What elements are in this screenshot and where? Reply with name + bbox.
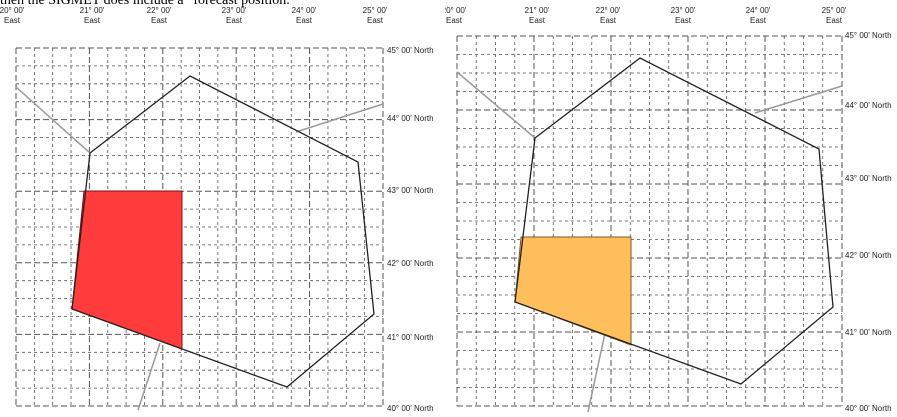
fir-border-line: [456, 71, 536, 139]
longitude-label-degree: 23° 00': [671, 6, 696, 15]
latitude-label: 43° 00' North: [845, 174, 892, 183]
longitude-label-direction: East: [750, 16, 767, 25]
sigmet-area-observed: [71, 190, 183, 350]
fir-boundary: [514, 57, 834, 385]
longitude-label-degree: 25° 00': [822, 6, 847, 15]
longitude-label-direction: East: [529, 16, 546, 25]
latitude-label: 44° 00' North: [845, 101, 892, 110]
longitude-label-degree: 22° 00': [147, 6, 172, 15]
longitude-label-degree: 24° 00': [292, 6, 317, 15]
latitude-label: 42° 00' North: [387, 259, 434, 268]
latitude-label: 45° 00' North: [845, 31, 892, 40]
latitude-label: 41° 00' North: [387, 333, 434, 342]
longitude-label-degree: 20° 00': [445, 6, 467, 15]
caption-text: then the SIGMET does include a “forecast…: [0, 0, 296, 8]
latitude-label: 40° 00' North: [845, 404, 892, 412]
fir-border-line: [295, 103, 384, 133]
sigmet-area-forecast: [514, 236, 632, 346]
fir-border-line: [587, 332, 606, 413]
fir-border-line: [15, 86, 91, 154]
graticule: [456, 35, 843, 407]
latitude-label: 43° 00' North: [387, 186, 434, 195]
longitude-label-direction: East: [226, 16, 243, 25]
map-panel-current: 20° 00' East 21° 00' East 22° 00' East 23° 00'…: [0, 0, 440, 413]
longitude-label-degree: 24° 00': [746, 6, 771, 15]
fir-boundary: [71, 75, 375, 388]
graticule: [15, 47, 384, 407]
fir-border-line: [137, 342, 161, 411]
fir-border-line: [754, 85, 843, 114]
latitude-label: 45° 00' North: [387, 46, 434, 55]
longitude-label-direction: East: [367, 16, 384, 25]
latitude-label: 40° 00' North: [387, 404, 434, 412]
longitude-label-direction: East: [675, 16, 692, 25]
longitude-label-degree: 21° 00': [80, 6, 105, 15]
longitude-label-direction: East: [151, 16, 168, 25]
latitude-label: 42° 00' North: [845, 251, 892, 260]
longitude-label-degree: 25° 00': [363, 6, 388, 15]
longitude-label-degree: 23° 00': [222, 6, 247, 15]
longitude-label-direction: East: [4, 16, 21, 25]
longitude-label-direction: East: [826, 16, 843, 25]
longitude-label-direction: East: [296, 16, 313, 25]
latitude-label: 44° 00' North: [387, 114, 434, 123]
longitude-label-direction: East: [84, 16, 101, 25]
longitude-label-degree: 20° 00': [0, 6, 25, 15]
longitude-label-direction: East: [600, 16, 617, 25]
longitude-label-degree: 21° 00': [525, 6, 550, 15]
longitude-label-degree: 22° 00': [596, 6, 621, 15]
longitude-label-direction: East: [446, 16, 463, 25]
latitude-label: 41° 00' North: [845, 328, 892, 337]
